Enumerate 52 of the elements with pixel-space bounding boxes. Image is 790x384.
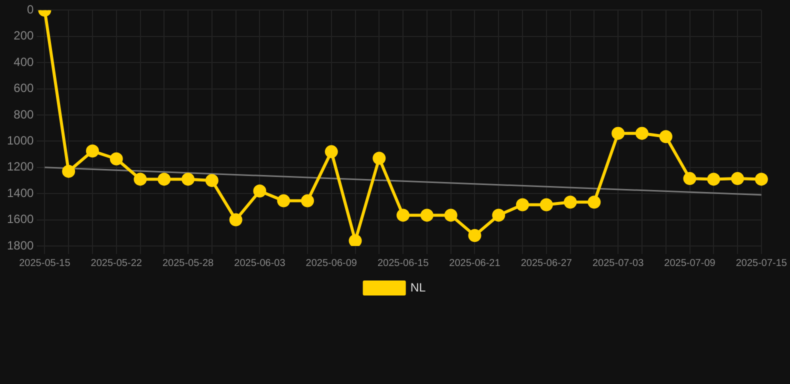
point [182, 172, 195, 186]
point [324, 145, 338, 158]
point [468, 229, 482, 242]
point [444, 208, 458, 222]
point [134, 172, 147, 186]
point [754, 172, 768, 186]
y-tick-label: 1600 [6, 212, 34, 226]
point [420, 208, 434, 222]
y-tick-label: 600 [14, 81, 34, 96]
point [158, 172, 171, 186]
point [205, 174, 218, 187]
point [731, 172, 744, 186]
x-tick-label: 2025-07-03 [592, 258, 644, 269]
y-tick-label: 800 [14, 107, 34, 122]
point [612, 126, 625, 140]
point [707, 172, 720, 186]
x-tick-label: 2025-07-09 [664, 258, 716, 269]
point [635, 126, 648, 140]
point [659, 130, 672, 144]
point [683, 172, 696, 186]
point [492, 208, 506, 222]
x-tick-label: 2025-06-03 [234, 258, 286, 269]
x-tick-label: 2025-06-21 [449, 258, 501, 269]
point [229, 213, 242, 226]
y-tick-label: 1800 [6, 238, 34, 252]
y-tick-label: 1000 [6, 134, 34, 148]
y-tick-label: 1200 [6, 160, 34, 174]
y-tick-label: 1400 [6, 186, 34, 200]
point [396, 208, 410, 222]
point [348, 234, 362, 246]
x-tick-label: 2025-05-28 [162, 258, 214, 269]
y-tick-label: 0 [27, 2, 34, 17]
x-tick-label: 2025-06-27 [520, 258, 572, 269]
point [588, 196, 601, 209]
y-tick-label: 400 [14, 54, 34, 69]
point [516, 198, 530, 212]
point [372, 152, 386, 165]
point [540, 198, 553, 212]
point [253, 184, 266, 198]
x-tick-label: 2025-05-22 [90, 258, 142, 269]
x-tick-label: 2025-06-09 [306, 258, 358, 269]
x-tick-label: 2025-05-15 [19, 258, 71, 269]
point [110, 152, 123, 166]
point [300, 194, 314, 208]
y-tick-label: 200 [14, 28, 34, 43]
legend-label: NL [410, 280, 426, 294]
point [62, 164, 76, 178]
x-tick-label: 2025-06-15 [377, 258, 430, 269]
x-tick-label: 2025-07-15 [736, 258, 788, 269]
point [277, 194, 290, 208]
point [86, 144, 99, 158]
point [564, 196, 577, 209]
